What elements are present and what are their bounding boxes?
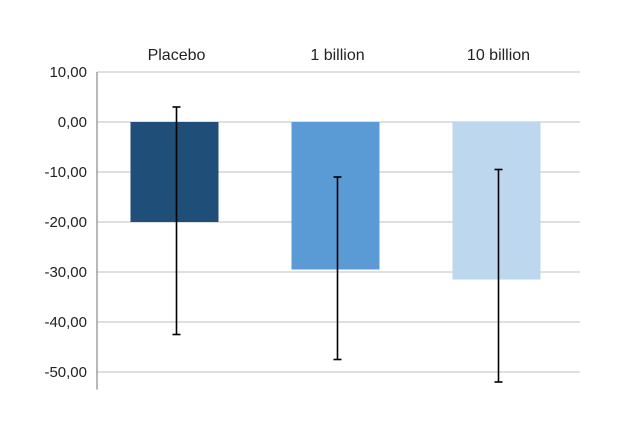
category-label: 10 billion (467, 47, 530, 64)
category-labels: Placebo 1 billion 10 billion (148, 47, 530, 64)
bar (291, 122, 380, 270)
y-tick-label: -10,00 (44, 164, 87, 181)
y-tick-label: -20,00 (44, 214, 87, 231)
y-tick-label: 0,00 (58, 114, 87, 131)
category-label: Placebo (148, 47, 206, 64)
error-bar (172, 106, 181, 336)
error-bars (172, 106, 503, 383)
error-bar (333, 176, 342, 361)
y-tick-label: -30,00 (44, 264, 87, 281)
bar (452, 122, 541, 280)
category-label: 1 billion (310, 47, 364, 64)
y-tick-label: 10,00 (49, 64, 87, 81)
error-bar (494, 168, 503, 383)
y-tick-label: -40,00 (44, 314, 87, 331)
bars (130, 122, 541, 280)
y-tick-label: -50,00 (44, 364, 87, 381)
y-axis-tick-labels: 10,00 0,00 -10,00 -20,00 -30,00 -40,00 -50,00 (44, 64, 87, 381)
bar (130, 122, 219, 222)
